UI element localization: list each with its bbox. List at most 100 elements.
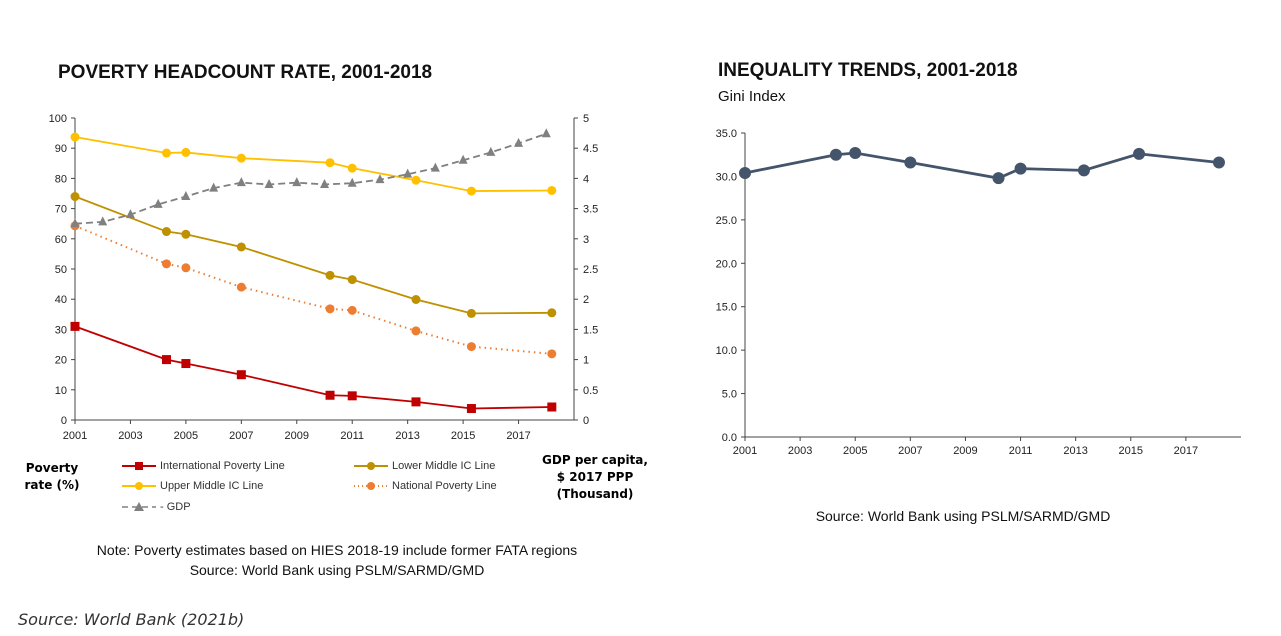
y-tick-label: 40 bbox=[55, 294, 67, 306]
y-tick-label: 30 bbox=[55, 324, 67, 336]
gini-x-tick-label: 2015 bbox=[1119, 445, 1143, 457]
gini-data-point-2 bbox=[849, 146, 862, 159]
legend-label-gdp: - GDP bbox=[160, 501, 191, 513]
data-point-4-15 bbox=[486, 146, 496, 156]
data-point-4-3 bbox=[153, 198, 163, 208]
x-tick-label: 2001 bbox=[63, 430, 87, 442]
y2-tick-label: 1.5 bbox=[583, 324, 598, 336]
x-tick-label: 2007 bbox=[229, 430, 253, 442]
data-point-3-2 bbox=[181, 263, 191, 273]
data-point-0-8 bbox=[547, 402, 557, 412]
data-point-1-6 bbox=[411, 295, 421, 305]
data-point-2-2 bbox=[181, 147, 191, 157]
x-tick-label: 2009 bbox=[285, 430, 309, 442]
data-point-4-16 bbox=[514, 137, 524, 147]
gini-y-tick-label: 0.0 bbox=[722, 432, 737, 444]
data-point-0-4 bbox=[325, 390, 335, 400]
gini-y-tick-label: 10.0 bbox=[716, 345, 737, 357]
data-point-4-10 bbox=[347, 177, 357, 187]
y-tick-label: 0 bbox=[61, 415, 67, 427]
legend-swatch-gdp bbox=[122, 502, 156, 511]
gini-y-tick-label: 20.0 bbox=[716, 258, 737, 270]
gini-y-tick-label: 30.0 bbox=[716, 171, 737, 183]
legend-swatch-lower-middle bbox=[354, 462, 388, 470]
data-point-1-7 bbox=[466, 308, 476, 318]
data-point-2-0 bbox=[70, 132, 80, 142]
data-point-2-5 bbox=[347, 163, 357, 173]
poverty-chart-title: POVERTY HEADCOUNT RATE, 2001-2018 bbox=[58, 62, 433, 83]
data-point-4-17 bbox=[541, 128, 551, 138]
y-tick-label: 10 bbox=[55, 385, 67, 397]
data-point-0-6 bbox=[411, 397, 421, 407]
x-tick-label: 2005 bbox=[174, 430, 198, 442]
y-tick-label: 100 bbox=[49, 113, 67, 125]
legend-label-national: National Poverty Line bbox=[392, 480, 497, 492]
data-point-0-5 bbox=[347, 391, 357, 401]
series-line-0 bbox=[74, 325, 552, 410]
legend-swatch-upper-middle bbox=[122, 482, 156, 490]
y2-tick-label: 0.5 bbox=[583, 385, 598, 397]
data-point-4-0 bbox=[70, 218, 80, 228]
legend-label-upper-middle: Upper Middle IC Line bbox=[160, 480, 264, 492]
data-point-4-12 bbox=[403, 168, 413, 178]
x-tick-label: 2003 bbox=[118, 430, 142, 442]
data-point-4-6 bbox=[236, 177, 246, 187]
legend-international-poverty-line: International Poverty Line bbox=[122, 460, 285, 472]
legend-swatch-international bbox=[122, 462, 156, 470]
data-point-4-9 bbox=[320, 178, 329, 188]
gini-data-point-7 bbox=[1133, 147, 1146, 160]
data-point-0-3 bbox=[236, 370, 246, 380]
x-tick-label: 2013 bbox=[395, 430, 419, 442]
inequality-chart-title: INEQUALITY TRENDS, 2001-2018 bbox=[718, 60, 1018, 81]
figure-source: Source: World Bank (2021b) bbox=[18, 610, 245, 629]
data-point-1-5 bbox=[347, 275, 357, 285]
data-point-1-1 bbox=[161, 227, 171, 237]
poverty-chart-note: Note: Poverty estimates based on HIES 20… bbox=[96, 542, 578, 558]
x-tick-label: 2015 bbox=[451, 430, 475, 442]
data-point-3-4 bbox=[325, 304, 335, 314]
gini-data-point-5 bbox=[1014, 162, 1027, 175]
legend-gdp: - GDP bbox=[122, 501, 191, 513]
y2-tick-label: 2 bbox=[583, 294, 589, 306]
gini-x-tick-label: 2001 bbox=[733, 445, 757, 457]
data-point-4-5 bbox=[209, 182, 219, 192]
data-point-3-5 bbox=[347, 305, 357, 315]
y-tick-label: 20 bbox=[55, 355, 67, 367]
data-point-2-8 bbox=[547, 185, 557, 195]
y-tick-label: 80 bbox=[55, 173, 67, 185]
data-point-4-4 bbox=[181, 191, 191, 201]
data-point-3-8 bbox=[547, 349, 557, 359]
series-line-4 bbox=[74, 132, 547, 225]
poverty-chart-source: Source: World Bank using PSLM/SARMD/GMD bbox=[189, 562, 485, 578]
gini-y-tick-label: 25.0 bbox=[716, 215, 737, 227]
gini-series-line bbox=[744, 151, 1220, 180]
y2-tick-label: 4.5 bbox=[583, 143, 598, 155]
y2-tick-label: 4 bbox=[583, 173, 589, 185]
gini-data-point-1 bbox=[829, 148, 842, 161]
data-point-4-7 bbox=[264, 178, 274, 188]
legend-swatch-national bbox=[354, 482, 388, 490]
y2-tick-label: 1 bbox=[583, 355, 589, 367]
data-point-3-7 bbox=[466, 342, 476, 352]
data-point-1-0 bbox=[70, 192, 80, 202]
y-tick-label: 70 bbox=[55, 204, 67, 216]
data-point-4-8 bbox=[292, 177, 302, 187]
y-tick-label: 60 bbox=[55, 234, 67, 246]
data-point-2-1 bbox=[161, 148, 171, 158]
gini-x-tick-label: 2013 bbox=[1063, 445, 1087, 457]
x-tick-label: 2017 bbox=[506, 430, 530, 442]
left-y-axis-label: Poverty rate (%) bbox=[24, 461, 80, 492]
x-tick-label: 2011 bbox=[340, 430, 364, 442]
poverty-chart-svg: 0 10 20 30 40 50 60 70 80 90 100 0 0.5 1 1.5 2 2.5 3 3.5 4 4… bbox=[49, 113, 599, 442]
gini-x-tick-label: 2011 bbox=[1009, 445, 1033, 457]
data-point-3-3 bbox=[236, 282, 246, 292]
data-point-1-2 bbox=[181, 229, 191, 239]
inequality-chart-subtitle: Gini Index bbox=[718, 88, 786, 105]
gini-y-tick-label: 15.0 bbox=[716, 302, 737, 314]
data-point-0-0 bbox=[70, 321, 80, 331]
gini-data-point-3 bbox=[904, 156, 917, 169]
y-tick-label: 90 bbox=[55, 143, 67, 155]
legend-label-lower-middle: Lower Middle IC Line bbox=[392, 460, 496, 472]
data-point-0-2 bbox=[181, 359, 191, 369]
gini-x-tick-label: 2007 bbox=[898, 445, 922, 457]
